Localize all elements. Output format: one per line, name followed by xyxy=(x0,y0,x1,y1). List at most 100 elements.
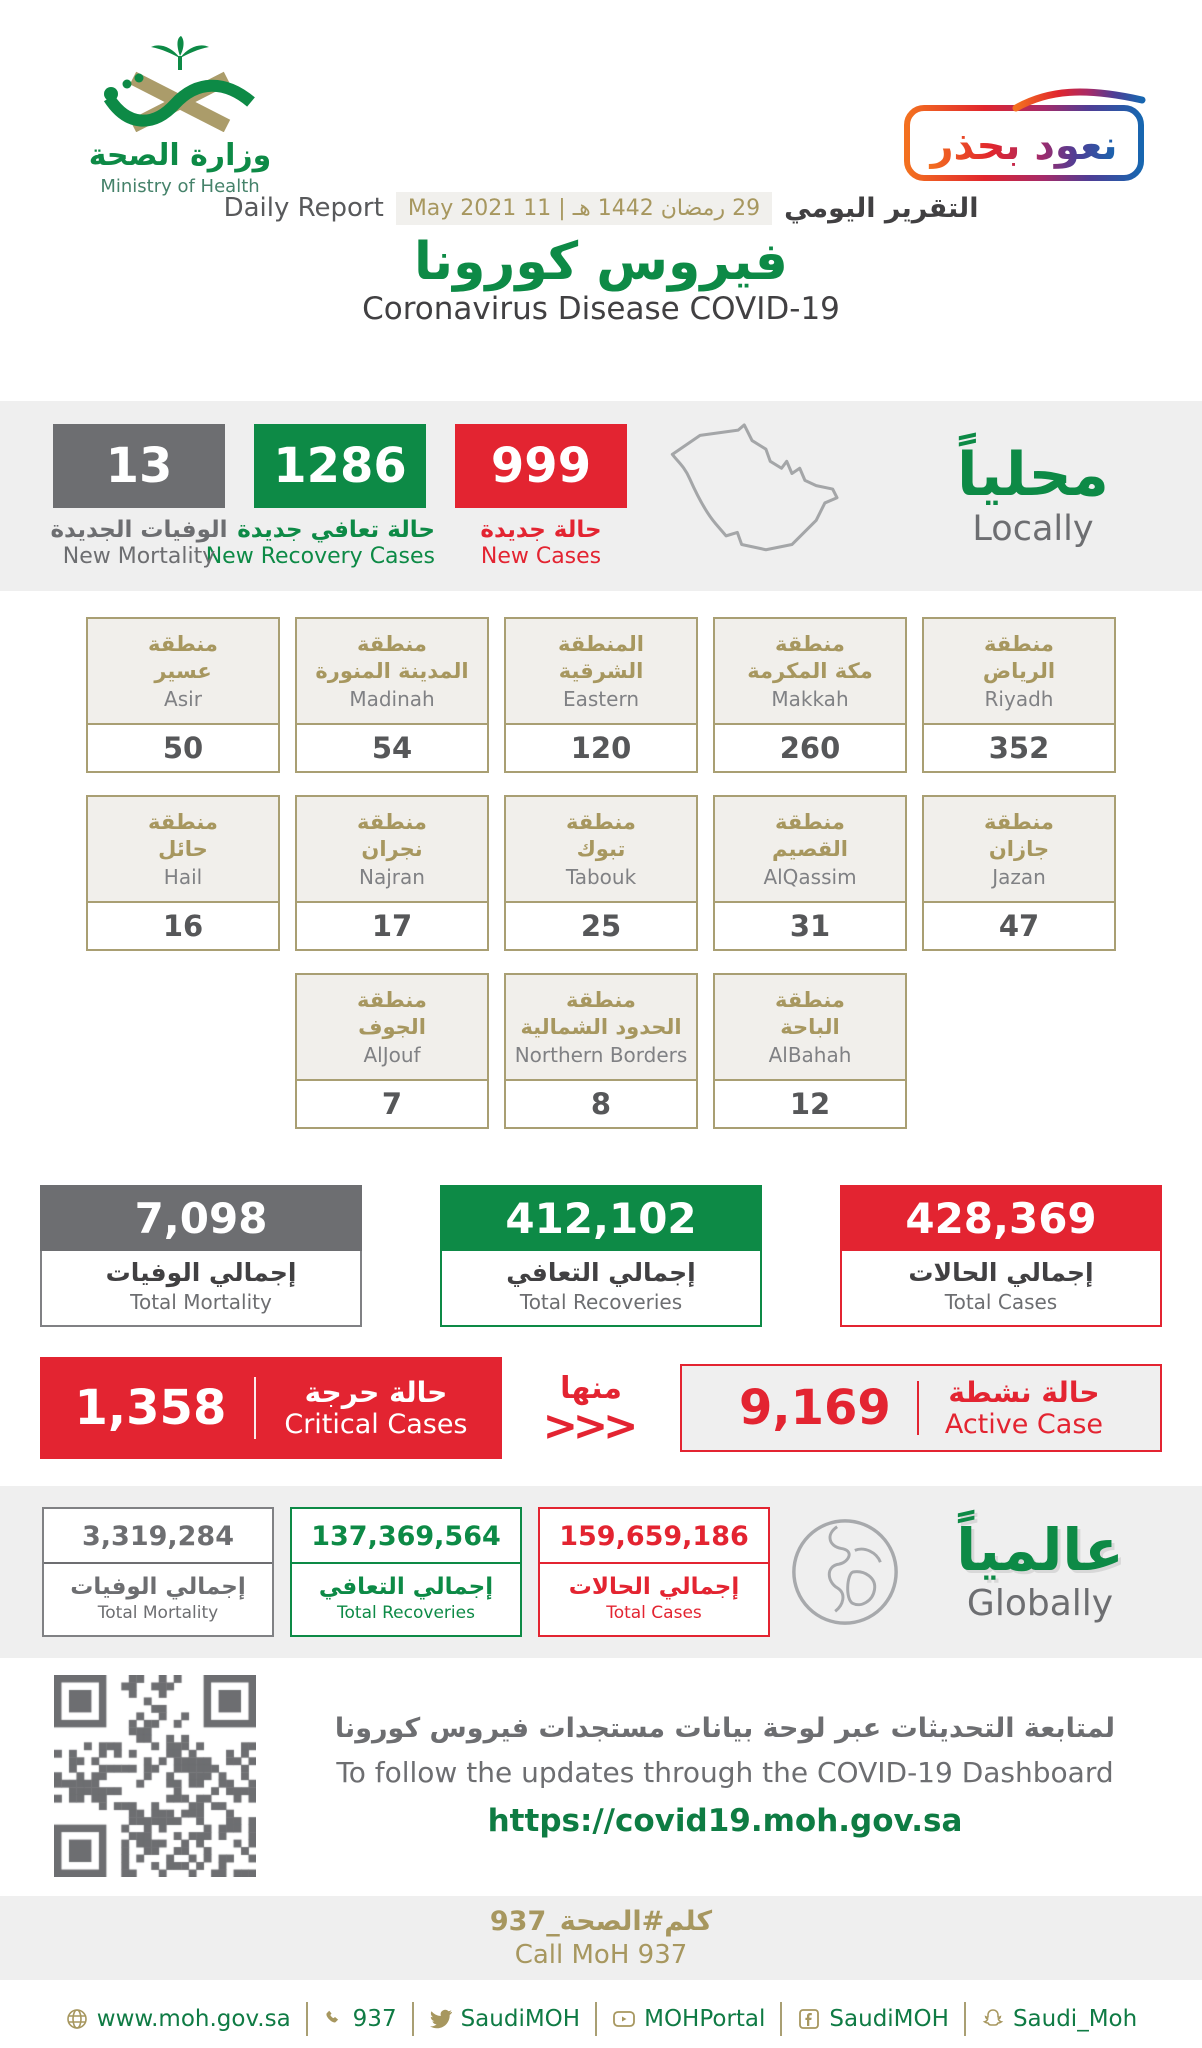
footer-item-937[interactable]: 937 xyxy=(323,2006,397,2032)
new-recoveries-label-en: New Recovery Cases xyxy=(205,543,435,569)
global-recoveries-label-ar: إجمالي التعافي xyxy=(318,1574,494,1601)
regions-row-1: منطقة الرياض Riyadh 352 منطقة مكة المكرمة … xyxy=(0,617,1202,774)
region-card: منطقة القصيم AlQassim 31 xyxy=(713,795,907,952)
total-recoveries-label-en: Total Recoveries xyxy=(519,1290,683,1315)
regions-grid: منطقة الرياض Riyadh 352 منطقة مكة المكرمة … xyxy=(0,617,1202,1130)
region-card: منطقة الباحة AlBahah 12 xyxy=(713,973,907,1130)
region-card: منطقة الرياض Riyadh 352 xyxy=(922,617,1116,774)
active-cases-label-ar: حالة نشطة xyxy=(948,1375,1100,1409)
critical-cases-label-ar: حالة حرجة xyxy=(304,1375,448,1409)
region-card: منطقة المدينة المنورة Madinah 54 xyxy=(295,617,489,774)
critical-cases-labels: حالة حرجة Critical Cases xyxy=(284,1375,467,1440)
global-cases-label-en: Total Cases xyxy=(606,1603,702,1624)
region-new-cases-value: 8 xyxy=(506,1081,696,1128)
logo-name-ar: وزارة الصحة xyxy=(88,138,272,173)
region-name-en: Northern Borders xyxy=(514,1043,688,1068)
regions-row-2: منطقة جازان Jazan 47 منطقة القصيم AlQassim… xyxy=(0,795,1202,952)
footer-separator xyxy=(411,2002,414,2037)
divider xyxy=(254,1377,257,1440)
region-new-cases-value: 352 xyxy=(924,725,1114,772)
active-cases-labels: حالة نشطة Active Case xyxy=(945,1375,1103,1440)
locally-label: محلياً Locally xyxy=(908,439,1158,549)
locally-label-ar: محلياً xyxy=(957,439,1109,510)
footer-item-mohportal[interactable]: MOHPortal xyxy=(612,2006,765,2032)
new-cases-label-en: New Cases xyxy=(480,543,602,569)
region-name-en: Riyadh xyxy=(984,687,1054,712)
region-card-header: منطقة المدينة المنورة Madinah xyxy=(297,619,487,726)
footer-item-www.moh.gov.sa[interactable]: www.moh.gov.sa xyxy=(65,2006,291,2032)
total-mortality-card: 7,098 إجمالي الوفيات Total Mortality xyxy=(40,1185,362,1328)
total-mortality-value: 7,098 xyxy=(40,1185,362,1252)
footer-item-label: SaudiMOH xyxy=(829,2006,949,2033)
local-totals-row: 428,369 إجمالي الحالات Total Cases 412,1… xyxy=(0,1185,1202,1328)
new-recoveries-value: 1286 xyxy=(254,423,426,508)
chevrons-left-icon: <<< xyxy=(542,1400,639,1450)
moh-logo: وزارة الصحة Ministry of Health xyxy=(80,36,280,197)
new-recoveries-label-ar: حالة تعافي جديدة xyxy=(237,516,435,543)
new-mortality-label-en: New Mortality xyxy=(62,543,216,569)
global-mortality-value: 3,319,284 xyxy=(44,1521,272,1565)
region-card-header: منطقة الحدود الشمالية Northern Borders xyxy=(506,975,696,1082)
region-card: منطقة عسير Asir 50 xyxy=(86,617,280,774)
region-new-cases-value: 120 xyxy=(506,725,696,772)
region-card-header: منطقة تبوك Tabouk xyxy=(506,797,696,904)
active-cases-value: 9,169 xyxy=(739,1380,891,1437)
region-card: منطقة الجوف AlJouf 7 xyxy=(295,973,489,1130)
footer-links: www.moh.gov.sa 937 SaudiMOH MOHPortal SaudiM… xyxy=(0,1980,1202,2048)
region-new-cases-value: 260 xyxy=(715,725,905,772)
region-new-cases-value: 47 xyxy=(924,903,1114,950)
date-hijri: 29 رمضان 1442 هـ xyxy=(572,195,761,221)
region-name-en: Hail xyxy=(163,865,203,890)
region-card: منطقة تبوك Tabouk 25 xyxy=(504,795,698,952)
dashboard-note-en: To follow the updates through the COVID-… xyxy=(336,1756,1114,1790)
snapchat-icon xyxy=(981,2007,1005,2031)
call-moh-en: Call MoH 937 xyxy=(514,1940,688,1971)
total-mortality-label-en: Total Mortality xyxy=(130,1290,272,1315)
global-mortality-label-en: Total Mortality xyxy=(97,1603,219,1624)
region-new-cases-value: 17 xyxy=(297,903,487,950)
footer-item-saudi_moh[interactable]: Saudi_Moh xyxy=(981,2006,1137,2032)
region-name-en: Tabouk xyxy=(565,865,637,890)
badge-text: نعود بحذر xyxy=(928,123,1117,169)
region-name-ar: منطقة الحدود الشمالية xyxy=(520,987,682,1040)
globally-label-en: Globally xyxy=(966,1583,1114,1625)
region-name-ar: منطقة عسير xyxy=(148,631,218,684)
dashboard-url-link[interactable]: https://covid19.moh.gov.sa xyxy=(487,1803,963,1840)
region-name-ar: منطقة تبوك xyxy=(566,809,636,862)
region-new-cases-value: 25 xyxy=(506,903,696,950)
region-card-header: منطقة الباحة AlBahah xyxy=(715,975,905,1082)
region-name-en: Jazan xyxy=(992,865,1046,890)
total-recoveries-label-ar: إجمالي التعافي xyxy=(506,1258,696,1288)
regions-row-3: منطقة الباحة AlBahah 12 منطقة الحدود الشما… xyxy=(0,973,1202,1130)
footer-item-saudimoh[interactable]: SaudiMOH xyxy=(797,2006,949,2032)
region-card: منطقة نجران Najran 17 xyxy=(295,795,489,952)
region-new-cases-value: 54 xyxy=(297,725,487,772)
critical-cases-box: حالة حرجة Critical Cases 1,358 xyxy=(40,1357,503,1460)
footer-item-label: SaudiMOH xyxy=(460,2006,581,2033)
locally-section: محلياً Locally 999 حالة جديدة New Cases … xyxy=(0,401,1202,592)
region-card-header: منطقة القصيم AlQassim xyxy=(715,797,905,904)
new-mortality-label-ar: الوفيات الجديدة xyxy=(50,516,228,543)
new-mortality-value: 13 xyxy=(53,423,225,508)
region-name-en: Asir xyxy=(164,687,202,712)
twitter-icon xyxy=(429,2007,453,2031)
global-recoveries-card: 137,369,564 إجمالي التعافي Total Recover… xyxy=(290,1507,522,1638)
global-cases-card: 159,659,186 إجمالي الحالات Total Cases xyxy=(538,1507,770,1638)
total-cases-card: 428,369 إجمالي الحالات Total Cases xyxy=(840,1185,1162,1328)
region-card-header: منطقة الجوف AlJouf xyxy=(297,975,487,1082)
new-recoveries-stat: 1286 حالة تعافي جديدة New Recovery Cases xyxy=(205,423,435,569)
region-name-ar: منطقة جازان xyxy=(984,809,1054,862)
new-cases-label-ar: حالة جديدة xyxy=(480,516,602,543)
active-cases-box: حالة نشطة Active Case 9,169 xyxy=(680,1364,1162,1453)
region-name-ar: منطقة المدينة المنورة xyxy=(315,631,469,684)
dashboard-note-ar: لمتابعة التحديثات عبر لوحة بيانات مستجدا… xyxy=(334,1713,1116,1745)
facebook-icon xyxy=(797,2007,821,2031)
footer-item-saudimoh[interactable]: SaudiMOH xyxy=(429,2006,581,2033)
of-which-label-ar: منها xyxy=(560,1370,622,1406)
report-title-row: التقرير اليومي 29 رمضان 1442 هـ | 11 May… xyxy=(0,188,1202,228)
page-title-en: Coronavirus Disease COVID-19 xyxy=(362,291,840,328)
region-card-header: المنطقة الشرقية Eastern xyxy=(506,619,696,726)
footer-item-label: MOHPortal xyxy=(644,2006,766,2033)
date-separator: | xyxy=(558,195,566,221)
global-mortality-label-ar: إجمالي الوفيات xyxy=(70,1574,246,1601)
